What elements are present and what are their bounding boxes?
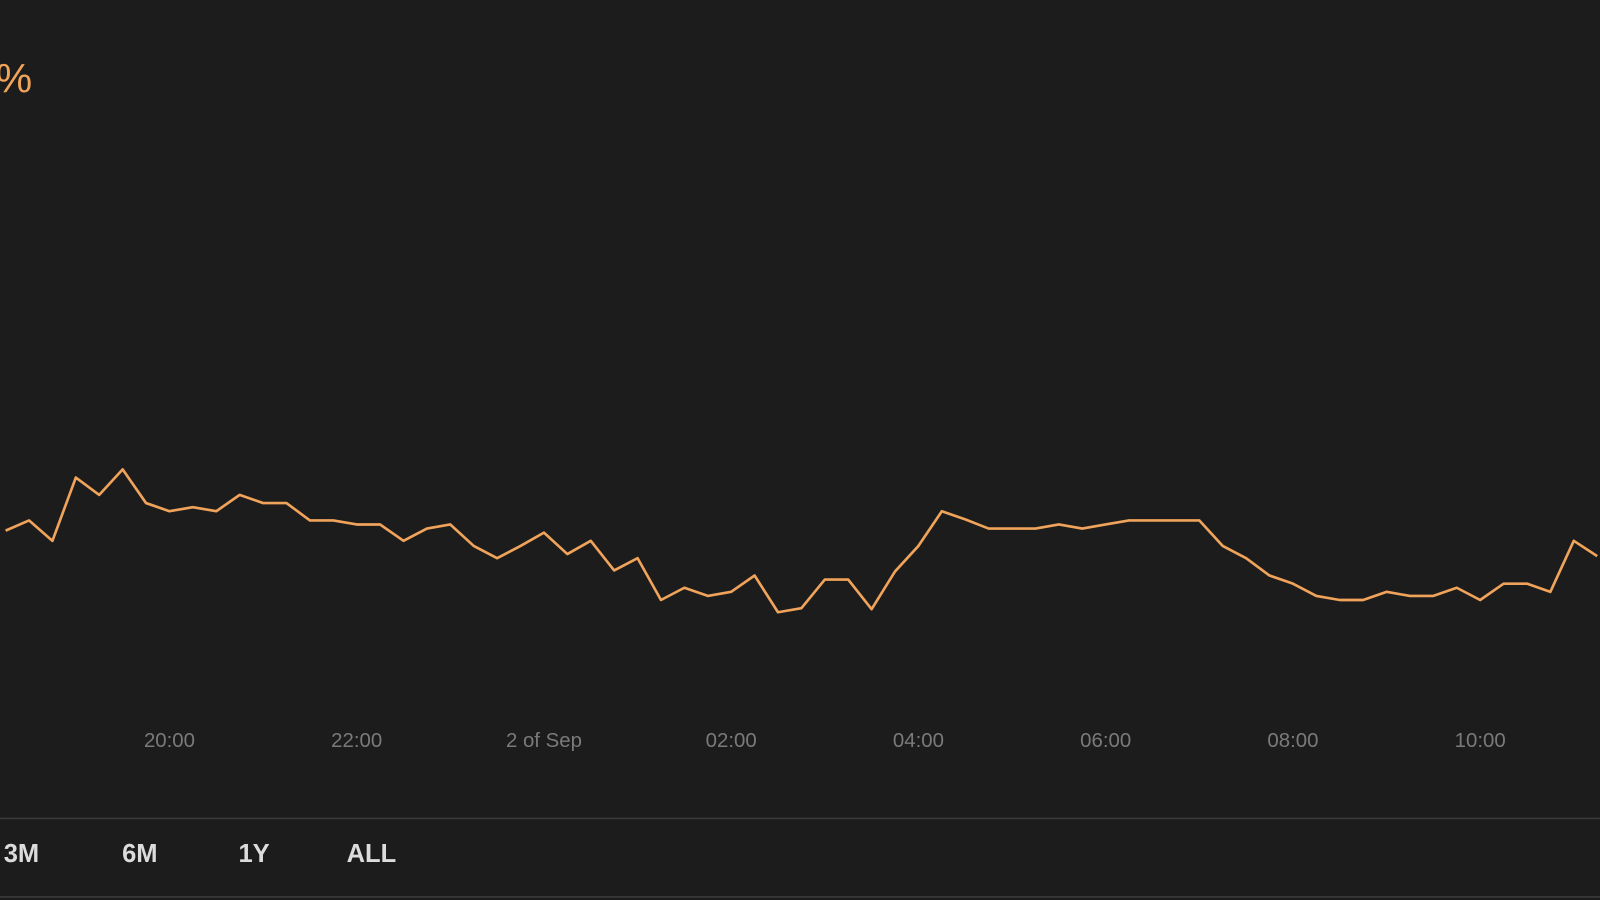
x-tick-label: 06:00 [1080,730,1131,752]
range-button[interactable]: ALL [347,840,397,868]
x-tick-label: 2 of Sep [506,730,582,752]
headline: % [0,55,32,101]
x-tick-label: 02:00 [706,730,757,752]
range-button[interactable]: 3M [4,840,39,868]
x-tick-label: 20:00 [144,730,195,752]
price-line [5,468,1598,614]
x-tick-label: 10:00 [1455,730,1506,752]
range-button[interactable]: 1Y [238,840,269,868]
x-tick-label: 08:00 [1267,730,1318,752]
x-tick-label: 22:00 [331,730,382,752]
range-button[interactable]: 6M [122,840,157,868]
x-tick-label: 04:00 [893,730,944,752]
